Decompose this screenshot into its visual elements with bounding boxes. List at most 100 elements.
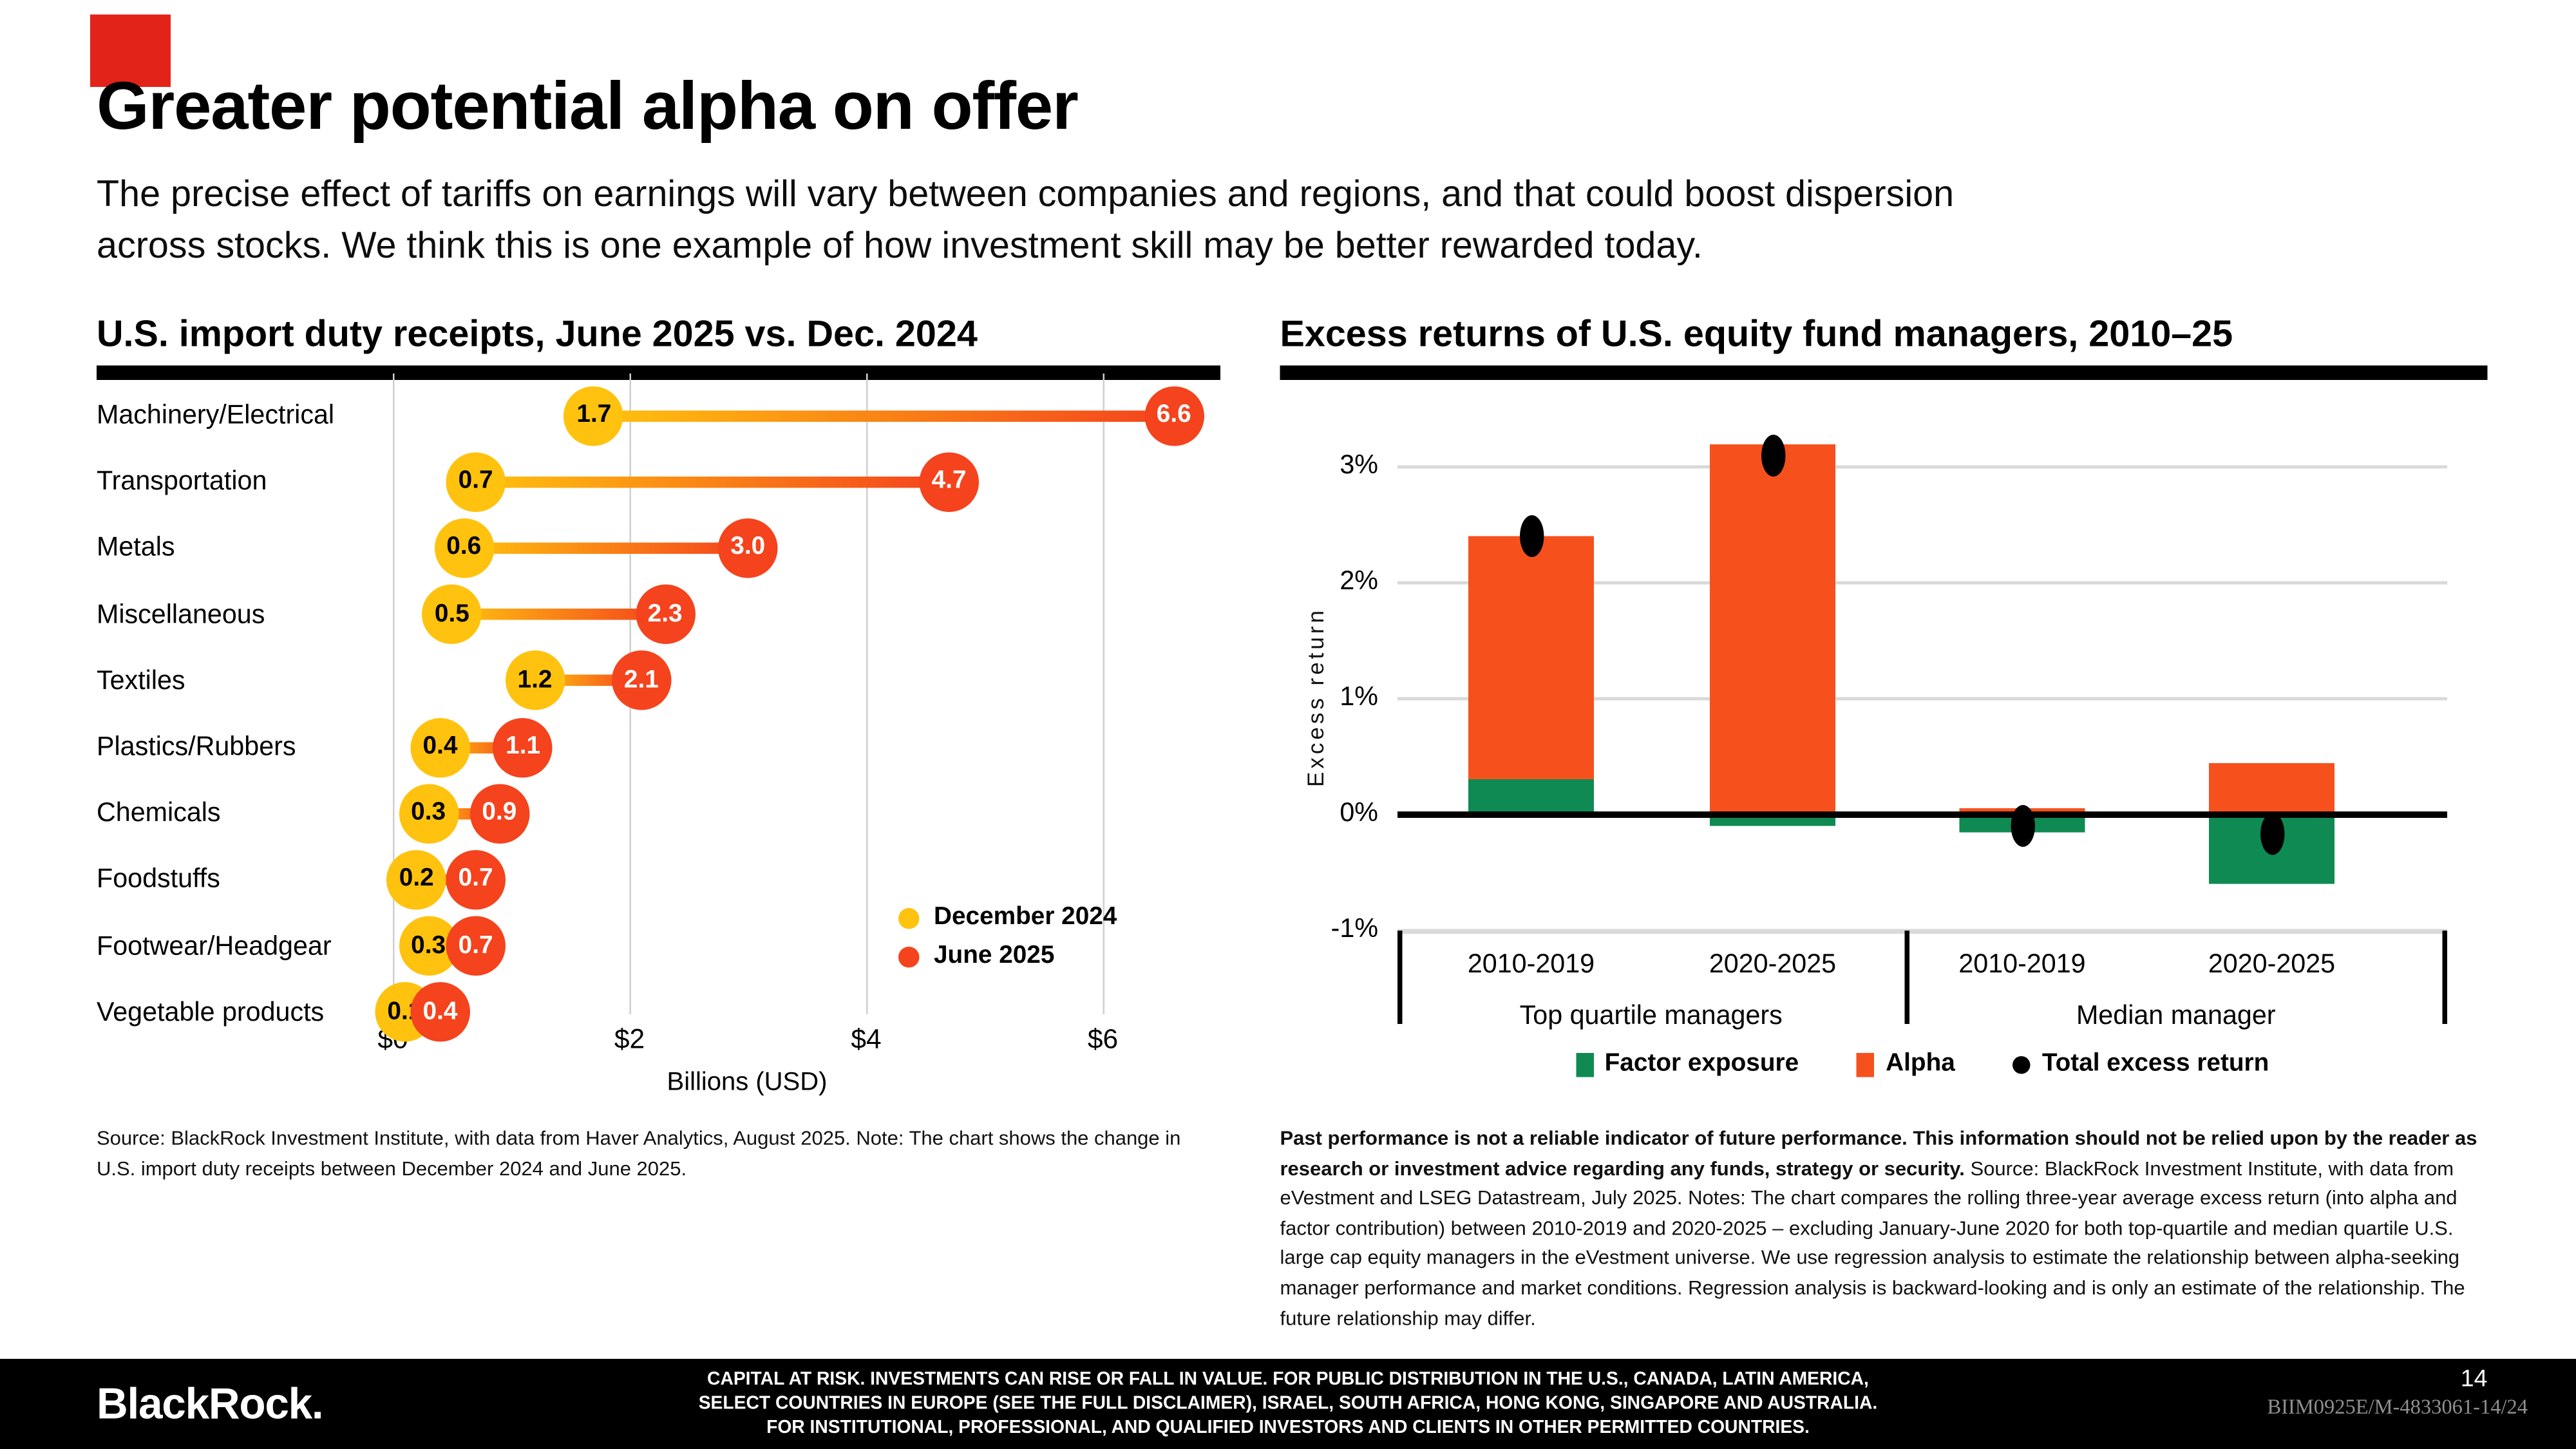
left-chart-legend: December 2024 June 2025: [898, 898, 1117, 976]
group-label: Median manager: [2076, 1001, 2276, 1030]
legend-item-total-excess-return: Total excess return: [2012, 1050, 2269, 1079]
june-2025-point: 2.1: [611, 650, 672, 711]
footer-disclaimer-line: SELECT COUNTRIES IN EUROPE (SEE THE FULL…: [698, 1394, 1878, 1414]
december-2024-point: 0.5: [422, 584, 482, 645]
december-2024-point: 1.7: [564, 385, 624, 446]
period-label: 2010-2019: [1467, 950, 1595, 979]
period-label: 2010-2019: [1958, 950, 2086, 979]
blackrock-logo: BlackRock.: [97, 1379, 324, 1428]
y-tick-label: -1%: [1331, 914, 1378, 943]
alpha-bar-segment: [1710, 443, 1835, 815]
disclaimer-text: Source: BlackRock Investment Institute, …: [1280, 1157, 2465, 1330]
category-label: Chemicals: [97, 799, 221, 828]
december-2024-point: 0.3: [398, 783, 459, 844]
y-gridline: [1397, 697, 2447, 701]
category-label: Transportation: [97, 467, 267, 497]
june-2025-point: 0.4: [410, 982, 470, 1043]
page-title: Greater potential alpha on offer: [97, 68, 1079, 144]
category-label: Plastics/Rubbers: [97, 732, 296, 762]
y-gridline: [1397, 581, 2447, 585]
legend-item-factor-exposure: Factor exposure: [1575, 1050, 1799, 1079]
x-tick-label: $4: [851, 1024, 882, 1055]
brand-corner-mark: [90, 14, 171, 87]
june-2025-point: 6.6: [1144, 385, 1204, 446]
factor-exposure-legend-marker: [1575, 1052, 1594, 1077]
disclaimer-bold-text: Past performance is not a reliable indic…: [1280, 1127, 2477, 1180]
factor-exposure-legend-label: Factor exposure: [1604, 1050, 1799, 1077]
group-bracket-line: [1904, 931, 1909, 1024]
total-excess-return-point: [1760, 434, 1785, 477]
right-chart-title-rule: [1280, 365, 2488, 380]
category-label: Footwear/Headgear: [97, 931, 332, 961]
category-label: Miscellaneous: [97, 600, 265, 629]
legend-item-december-2024: December 2024: [898, 898, 1117, 937]
group-bracket-line: [2442, 931, 2447, 1024]
june-2025-legend-marker: [898, 945, 920, 967]
right-chart-title: Excess returns of U.S. equity fund manag…: [1280, 312, 2233, 354]
y-tick-label: 1%: [1340, 683, 1378, 712]
footer-disclaimer-line: FOR INSTITUTIONAL, PROFESSIONAL, AND QUA…: [766, 1418, 1810, 1438]
document-id: BIIM0925E/M-4833061-14/24: [2267, 1394, 2528, 1419]
december-2024-legend-label: December 2024: [934, 903, 1117, 931]
alpha-bar-segment: [1468, 536, 1594, 780]
june-2025-legend-label: June 2025: [934, 942, 1055, 970]
june-2025-point: 0.7: [446, 916, 506, 976]
category-label: Textiles: [97, 666, 185, 696]
total-excess-return-point: [1519, 515, 1544, 558]
alpha-legend-marker: [1857, 1052, 1875, 1077]
page-number: 14: [2460, 1365, 2488, 1393]
dumbbell-connector: [475, 476, 949, 488]
june-2025-point: 1.1: [493, 717, 553, 777]
right-chart-disclaimer: Past performance is not a reliable indic…: [1280, 1124, 2491, 1334]
period-label: 2020-2025: [1709, 950, 1837, 979]
legend-item-alpha: Alpha: [1857, 1050, 1955, 1079]
footer-bar: BlackRock. CAPITAL AT RISK. INVESTMENTS …: [0, 1359, 2576, 1449]
legend-item-june-2025: June 2025: [898, 937, 1117, 976]
left-chart-title-rule: [97, 365, 1220, 380]
category-label: Metals: [97, 533, 175, 563]
category-label: Vegetable products: [97, 998, 325, 1027]
december-2024-point: 0.2: [386, 849, 446, 910]
x-gridline: [1103, 374, 1104, 1014]
footer-disclaimer-line: CAPITAL AT RISK. INVESTMENTS CAN RISE OR…: [707, 1370, 1869, 1390]
december-2024-point: 0.4: [410, 717, 470, 777]
december-2024-legend-marker: [898, 907, 920, 929]
subtitle: The precise effect of tariffs on earning…: [97, 167, 1954, 270]
y-tick-label: 2%: [1340, 567, 1378, 596]
alpha-bar-segment: [2209, 762, 2334, 815]
factor-exposure-bar-segment: [1468, 779, 1594, 815]
dumbbell-connector: [594, 410, 1174, 421]
subtitle-line: The precise effect of tariffs on earning…: [97, 172, 1955, 214]
alpha-legend-label: Alpha: [1886, 1050, 1955, 1077]
x-tick-label: $6: [1087, 1024, 1119, 1055]
y-tick-label: 0%: [1340, 799, 1378, 828]
left-chart-title: U.S. import duty receipts, June 2025 vs.…: [97, 312, 978, 354]
dumbbell-connector: [464, 542, 748, 554]
total-excess-return-legend-marker: [2012, 1055, 2031, 1074]
period-label: 2020-2025: [2208, 950, 2336, 979]
right-chart-legend: Factor exposure Alpha Total excess retur…: [1397, 1050, 2447, 1079]
footer-disclaimer: CAPITAL AT RISK. INVESTMENTS CAN RISE OR…: [692, 1368, 1884, 1441]
category-label: Machinery/Electrical: [97, 401, 335, 430]
excess-returns-bar-chart: Excess return Factor exposure Alpha Tota…: [1303, 383, 2447, 1140]
x-tick-label: $2: [614, 1024, 645, 1055]
left-chart-source: Source: BlackRock Investment Institute, …: [97, 1127, 1181, 1180]
june-2025-point: 4.7: [919, 451, 979, 512]
december-2024-point: 1.2: [505, 650, 565, 711]
december-2024-point: 0.7: [446, 451, 506, 512]
total-excess-return-legend-label: Total excess return: [2041, 1050, 2269, 1077]
group-label: Top quartile managers: [1519, 1001, 1783, 1030]
category-label: Foodstuffs: [97, 865, 220, 895]
december-2024-point: 0.6: [433, 518, 494, 578]
x-axis-baseline: [1397, 931, 2447, 934]
x-axis-label: Billions (USD): [667, 1069, 828, 1097]
subtitle-line: across stocks. We think this is one exam…: [97, 223, 1703, 266]
total-excess-return-point: [2010, 805, 2034, 848]
x-gridline: [393, 374, 395, 1014]
y-gridline: [1397, 465, 2447, 469]
import-duty-dumbbell-chart: Billions (USD) December 2024 June 2025 $…: [97, 374, 1224, 1097]
total-excess-return-point: [2259, 813, 2284, 856]
y-tick-label: 3%: [1340, 451, 1378, 480]
zero-axis-line: [1397, 811, 2447, 818]
